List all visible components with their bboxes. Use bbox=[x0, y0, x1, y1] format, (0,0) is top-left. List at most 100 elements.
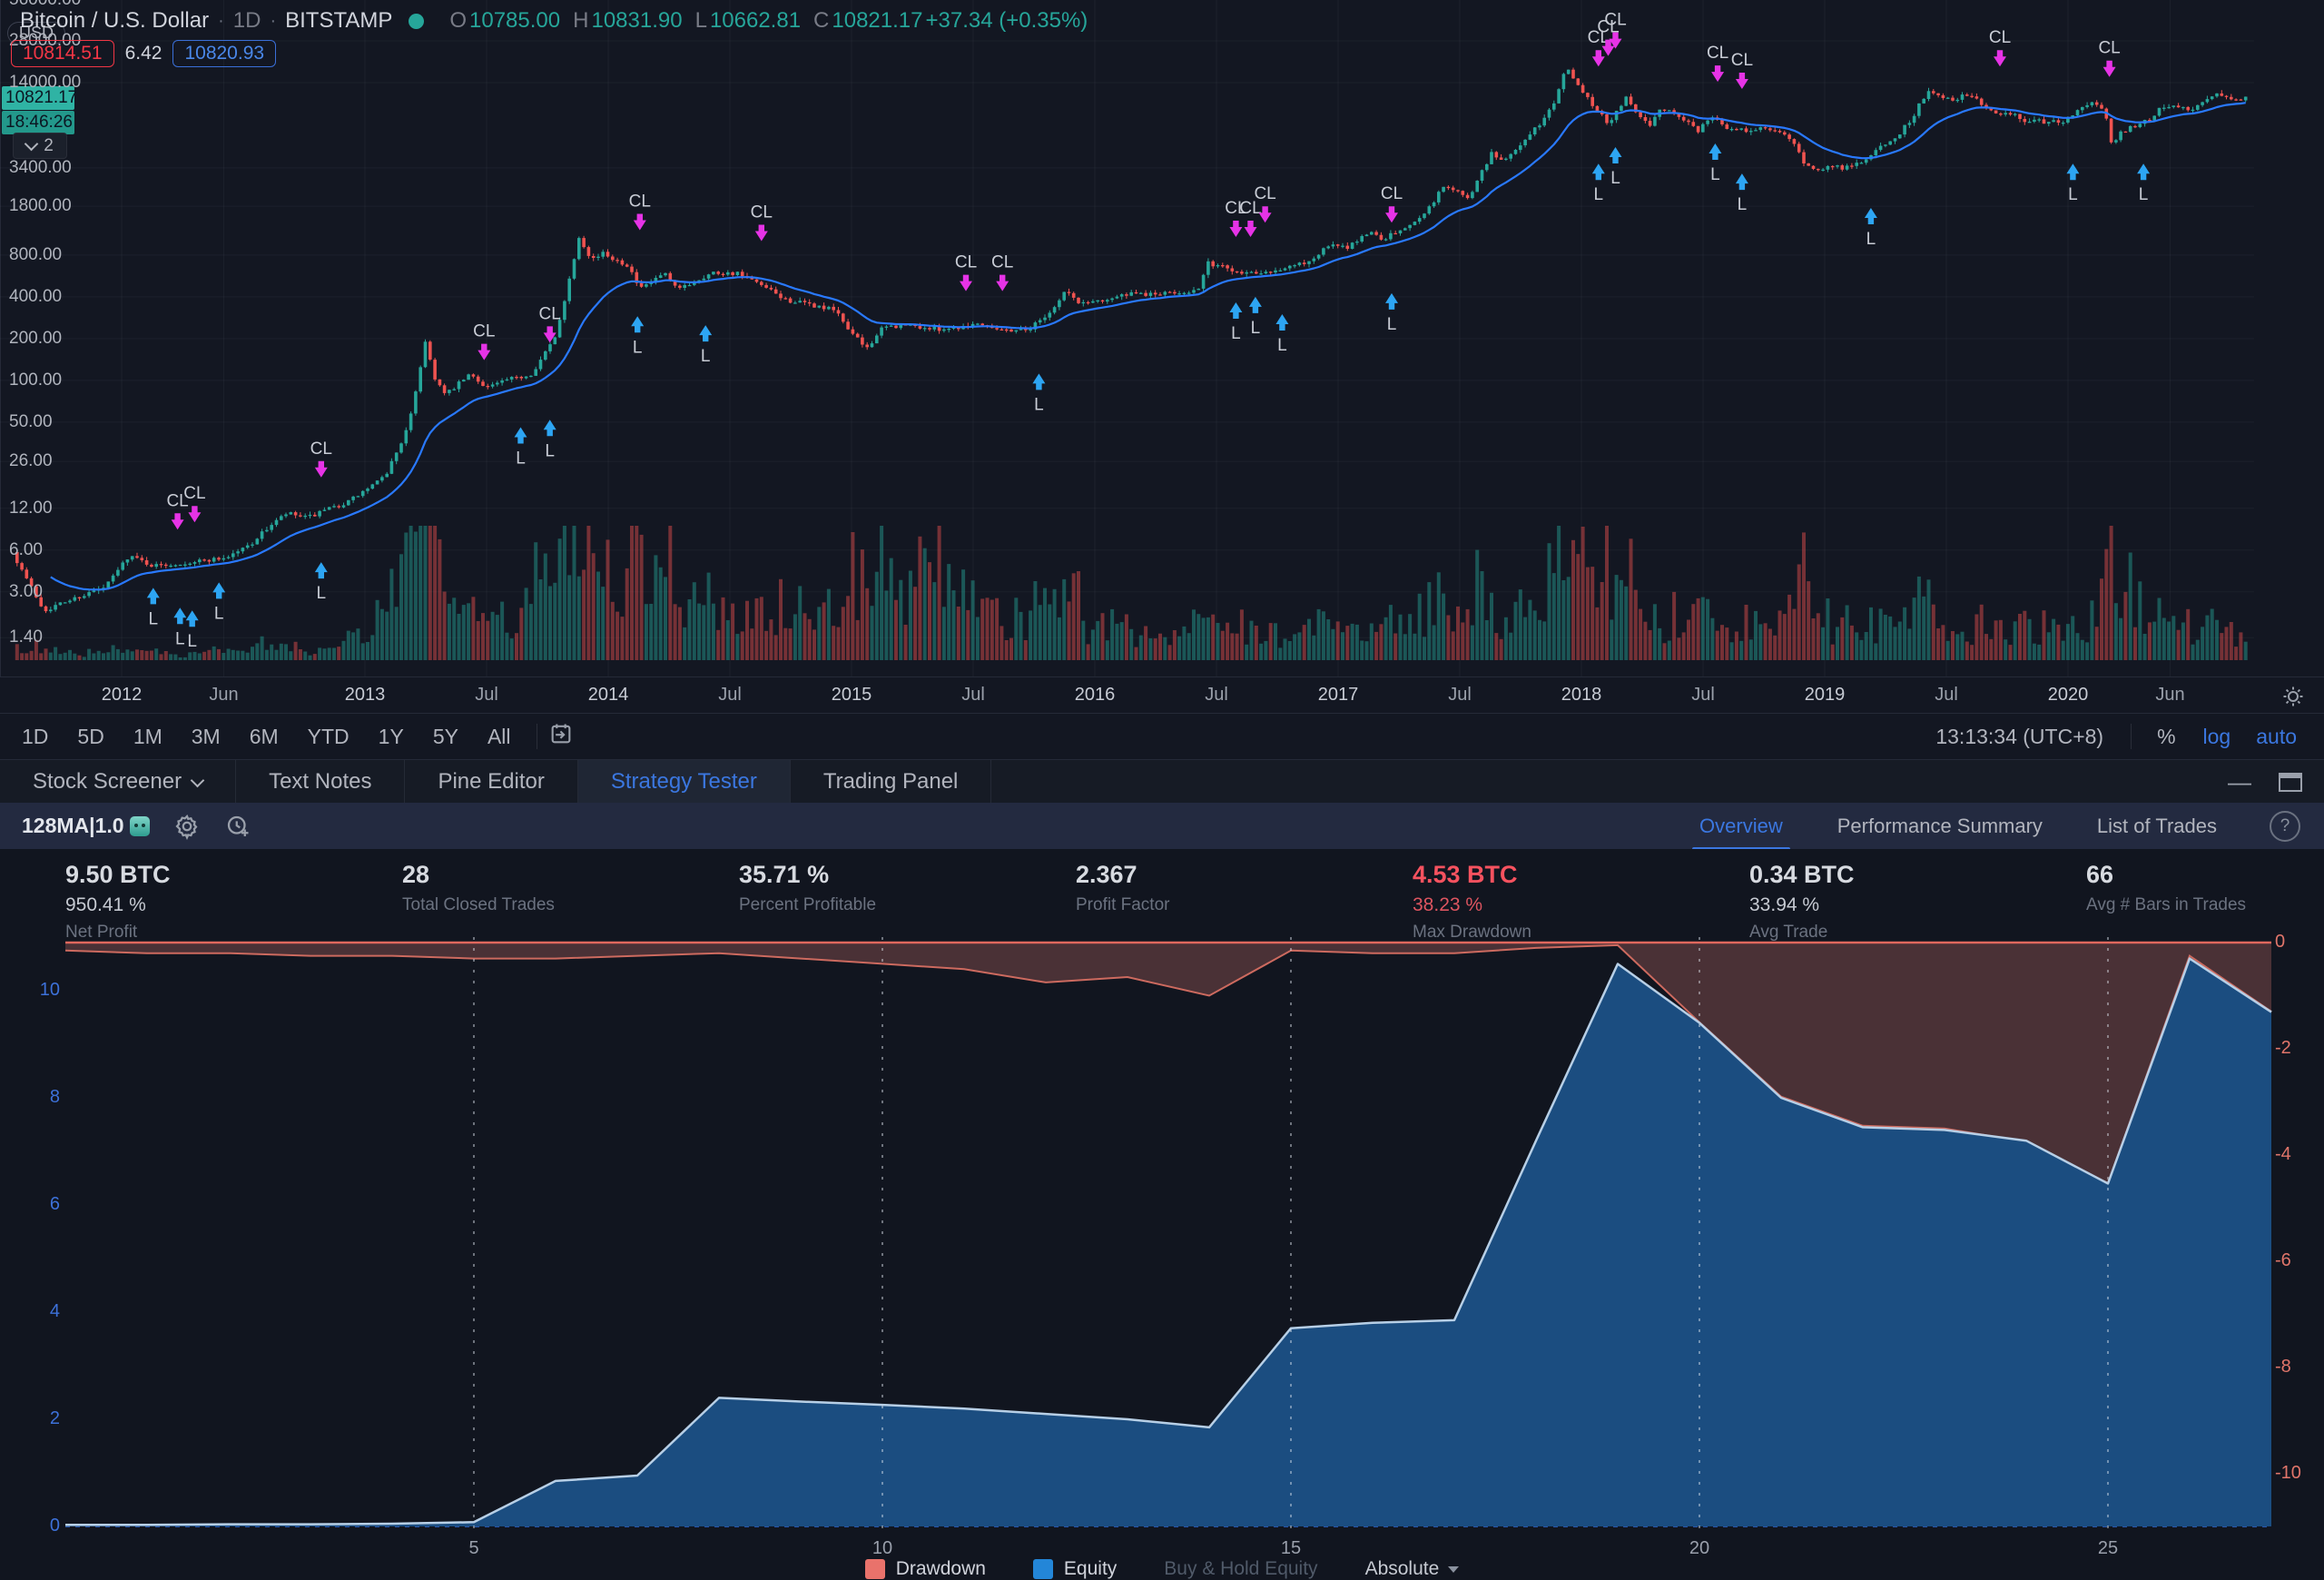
buy-price-button[interactable]: 10820.93 bbox=[172, 40, 277, 67]
price-axis-label: 12.00 bbox=[9, 498, 53, 518]
price-axis-label: 800.00 bbox=[9, 244, 63, 264]
maximize-panel-icon[interactable] bbox=[2279, 772, 2302, 792]
svg-text:CL: CL bbox=[991, 253, 1013, 272]
equity-chart-canvas[interactable] bbox=[0, 937, 2324, 1538]
drawdown-y-label: 0 bbox=[2275, 932, 2286, 952]
chart-settings-gear-icon[interactable] bbox=[2282, 686, 2304, 712]
trade-gridlines bbox=[473, 937, 2109, 1536]
legend-label: Buy & Hold Equity bbox=[1164, 1558, 1318, 1579]
separator: · bbox=[270, 10, 277, 31]
range-button-6m[interactable]: 6M bbox=[249, 724, 279, 748]
volume-histogram bbox=[15, 526, 2248, 660]
value-mode-dropdown[interactable]: Absolute bbox=[1365, 1558, 1460, 1580]
svg-text:L: L bbox=[633, 338, 643, 357]
equity-y-label: 2 bbox=[49, 1408, 60, 1428]
svg-text:CL: CL bbox=[955, 253, 977, 272]
exchange-label[interactable]: BITSTAMP bbox=[285, 8, 393, 33]
strategy-header: 128MA|1.0 Overview Performance Summary Lis… bbox=[0, 803, 2324, 851]
change-value: +37.34 (+0.35%) bbox=[925, 8, 1088, 33]
drawdown-y-label: -6 bbox=[2275, 1250, 2291, 1270]
strategy-tab-overview[interactable]: Overview bbox=[1692, 804, 1790, 851]
legend-item-equity[interactable]: Equity bbox=[1032, 1558, 1117, 1580]
tab-strategy-tester[interactable]: Strategy Tester bbox=[577, 760, 791, 804]
auto-scale-button[interactable]: auto bbox=[2256, 724, 2297, 748]
svg-text:L: L bbox=[317, 584, 327, 603]
price-grid bbox=[0, 0, 2254, 676]
stat-label: Avg Trade bbox=[1749, 923, 1828, 942]
svg-text:CL: CL bbox=[166, 491, 188, 510]
equity-y-label: 4 bbox=[49, 1301, 60, 1321]
range-button-3m[interactable]: 3M bbox=[191, 724, 221, 748]
tab-trading-panel[interactable]: Trading Panel bbox=[791, 760, 992, 804]
time-axis-label: Jul bbox=[961, 685, 985, 705]
legend-item-buy-hold[interactable]: Buy & Hold Equity bbox=[1164, 1558, 1317, 1580]
strategy-tab-list-of-trades[interactable]: List of Trades bbox=[2096, 814, 2217, 837]
ohlc-value: 10831.90 bbox=[591, 8, 683, 33]
range-button-5d[interactable]: 5D bbox=[77, 724, 104, 748]
time-axis-label: Jul bbox=[475, 685, 498, 705]
range-button-all[interactable]: All bbox=[487, 724, 511, 748]
drawdown-y-label: -2 bbox=[2275, 1038, 2291, 1058]
minimize-panel-icon[interactable]: — bbox=[2228, 767, 2251, 795]
candles bbox=[15, 67, 2248, 614]
svg-text:L: L bbox=[1866, 230, 1876, 249]
tab-pine-editor[interactable]: Pine Editor bbox=[405, 760, 578, 804]
svg-text:CL: CL bbox=[751, 203, 773, 222]
svg-text:CL: CL bbox=[1254, 184, 1275, 203]
price-axis-label: 400.00 bbox=[9, 286, 63, 306]
market-status-icon[interactable] bbox=[409, 13, 425, 29]
goto-date-calendar-icon[interactable] bbox=[548, 721, 574, 752]
range-button-5y[interactable]: 5Y bbox=[432, 724, 458, 748]
time-axis-label: Jun bbox=[209, 685, 239, 705]
range-button-1y[interactable]: 1Y bbox=[378, 724, 404, 748]
tab-text-notes[interactable]: Text Notes bbox=[236, 760, 406, 804]
strategy-emoji-icon bbox=[129, 815, 150, 836]
drawdown-area bbox=[65, 943, 2271, 1183]
price-axis-label: 26.00 bbox=[9, 451, 53, 471]
time-axis-label: 2020 bbox=[2047, 685, 2089, 705]
price-axis[interactable]: 56000.00 USD 10821.17 18:46:26 28000.001… bbox=[0, 0, 81, 676]
tab-label: Pine Editor bbox=[438, 769, 545, 794]
percent-scale-button[interactable]: % bbox=[2157, 724, 2176, 748]
stat-percent-profitable: 35.71 % Percent Profitable bbox=[739, 861, 876, 915]
strategy-title[interactable]: 128MA|1.0 bbox=[22, 814, 150, 838]
trade-number-label: 5 bbox=[468, 1538, 479, 1558]
range-button-1m[interactable]: 1M bbox=[133, 724, 162, 748]
svg-text:CL: CL bbox=[629, 193, 651, 212]
help-icon[interactable]: ? bbox=[2270, 810, 2300, 842]
clock-label[interactable]: 13:13:34 (UTC+8) bbox=[1935, 724, 2104, 748]
time-axis-label: Jul bbox=[1448, 685, 1472, 705]
stat-label: Net Profit bbox=[65, 923, 138, 942]
range-button-1d[interactable]: 1D bbox=[22, 724, 49, 748]
svg-text:L: L bbox=[149, 609, 159, 628]
add-alert-icon[interactable] bbox=[224, 813, 251, 840]
svg-text:L: L bbox=[1251, 319, 1261, 338]
time-axis[interactable]: 2012 Jun 2013 Jul 2014 Jul 2015 Jul 2016 Jul 2017 J… bbox=[0, 676, 2324, 714]
price-axis-label: 3400.00 bbox=[9, 157, 72, 177]
trade-number-label: 10 bbox=[872, 1538, 893, 1558]
equity-y-label: 6 bbox=[49, 1194, 60, 1214]
stat-value: 66 bbox=[2086, 861, 2114, 888]
panel-tab-bar: Stock Screener Text Notes Pine Editor Strat… bbox=[0, 759, 2324, 804]
stat-label: Percent Profitable bbox=[739, 895, 877, 914]
range-button-ytd[interactable]: YTD bbox=[307, 724, 350, 748]
strategy-settings-gear-icon[interactable] bbox=[173, 813, 201, 840]
log-scale-button[interactable]: log bbox=[2202, 724, 2231, 748]
tab-stock-screener[interactable]: Stock Screener bbox=[0, 760, 237, 804]
timeframe-label[interactable]: 1D bbox=[232, 8, 261, 33]
stat-subvalue: 33.94 % bbox=[1749, 894, 1820, 915]
legend-item-drawdown[interactable]: Drawdown bbox=[864, 1558, 986, 1580]
strategy-tab-performance-summary[interactable]: Performance Summary bbox=[1837, 814, 2043, 837]
stat-avg-bars-in-trades: 66 Avg # Bars in Trades bbox=[2086, 861, 2246, 915]
svg-text:CL: CL bbox=[1225, 199, 1246, 218]
sell-price-button[interactable]: 10814.51 bbox=[11, 40, 114, 67]
drawdown-y-label: -10 bbox=[2275, 1463, 2301, 1483]
chevron-down-icon bbox=[190, 773, 205, 787]
svg-text:L: L bbox=[1710, 165, 1720, 184]
svg-text:L: L bbox=[1738, 195, 1748, 214]
symbol-name[interactable]: Bitcoin / U.S. Dollar bbox=[20, 8, 210, 33]
collapsed-indicators-chip[interactable]: 2 bbox=[13, 133, 67, 159]
